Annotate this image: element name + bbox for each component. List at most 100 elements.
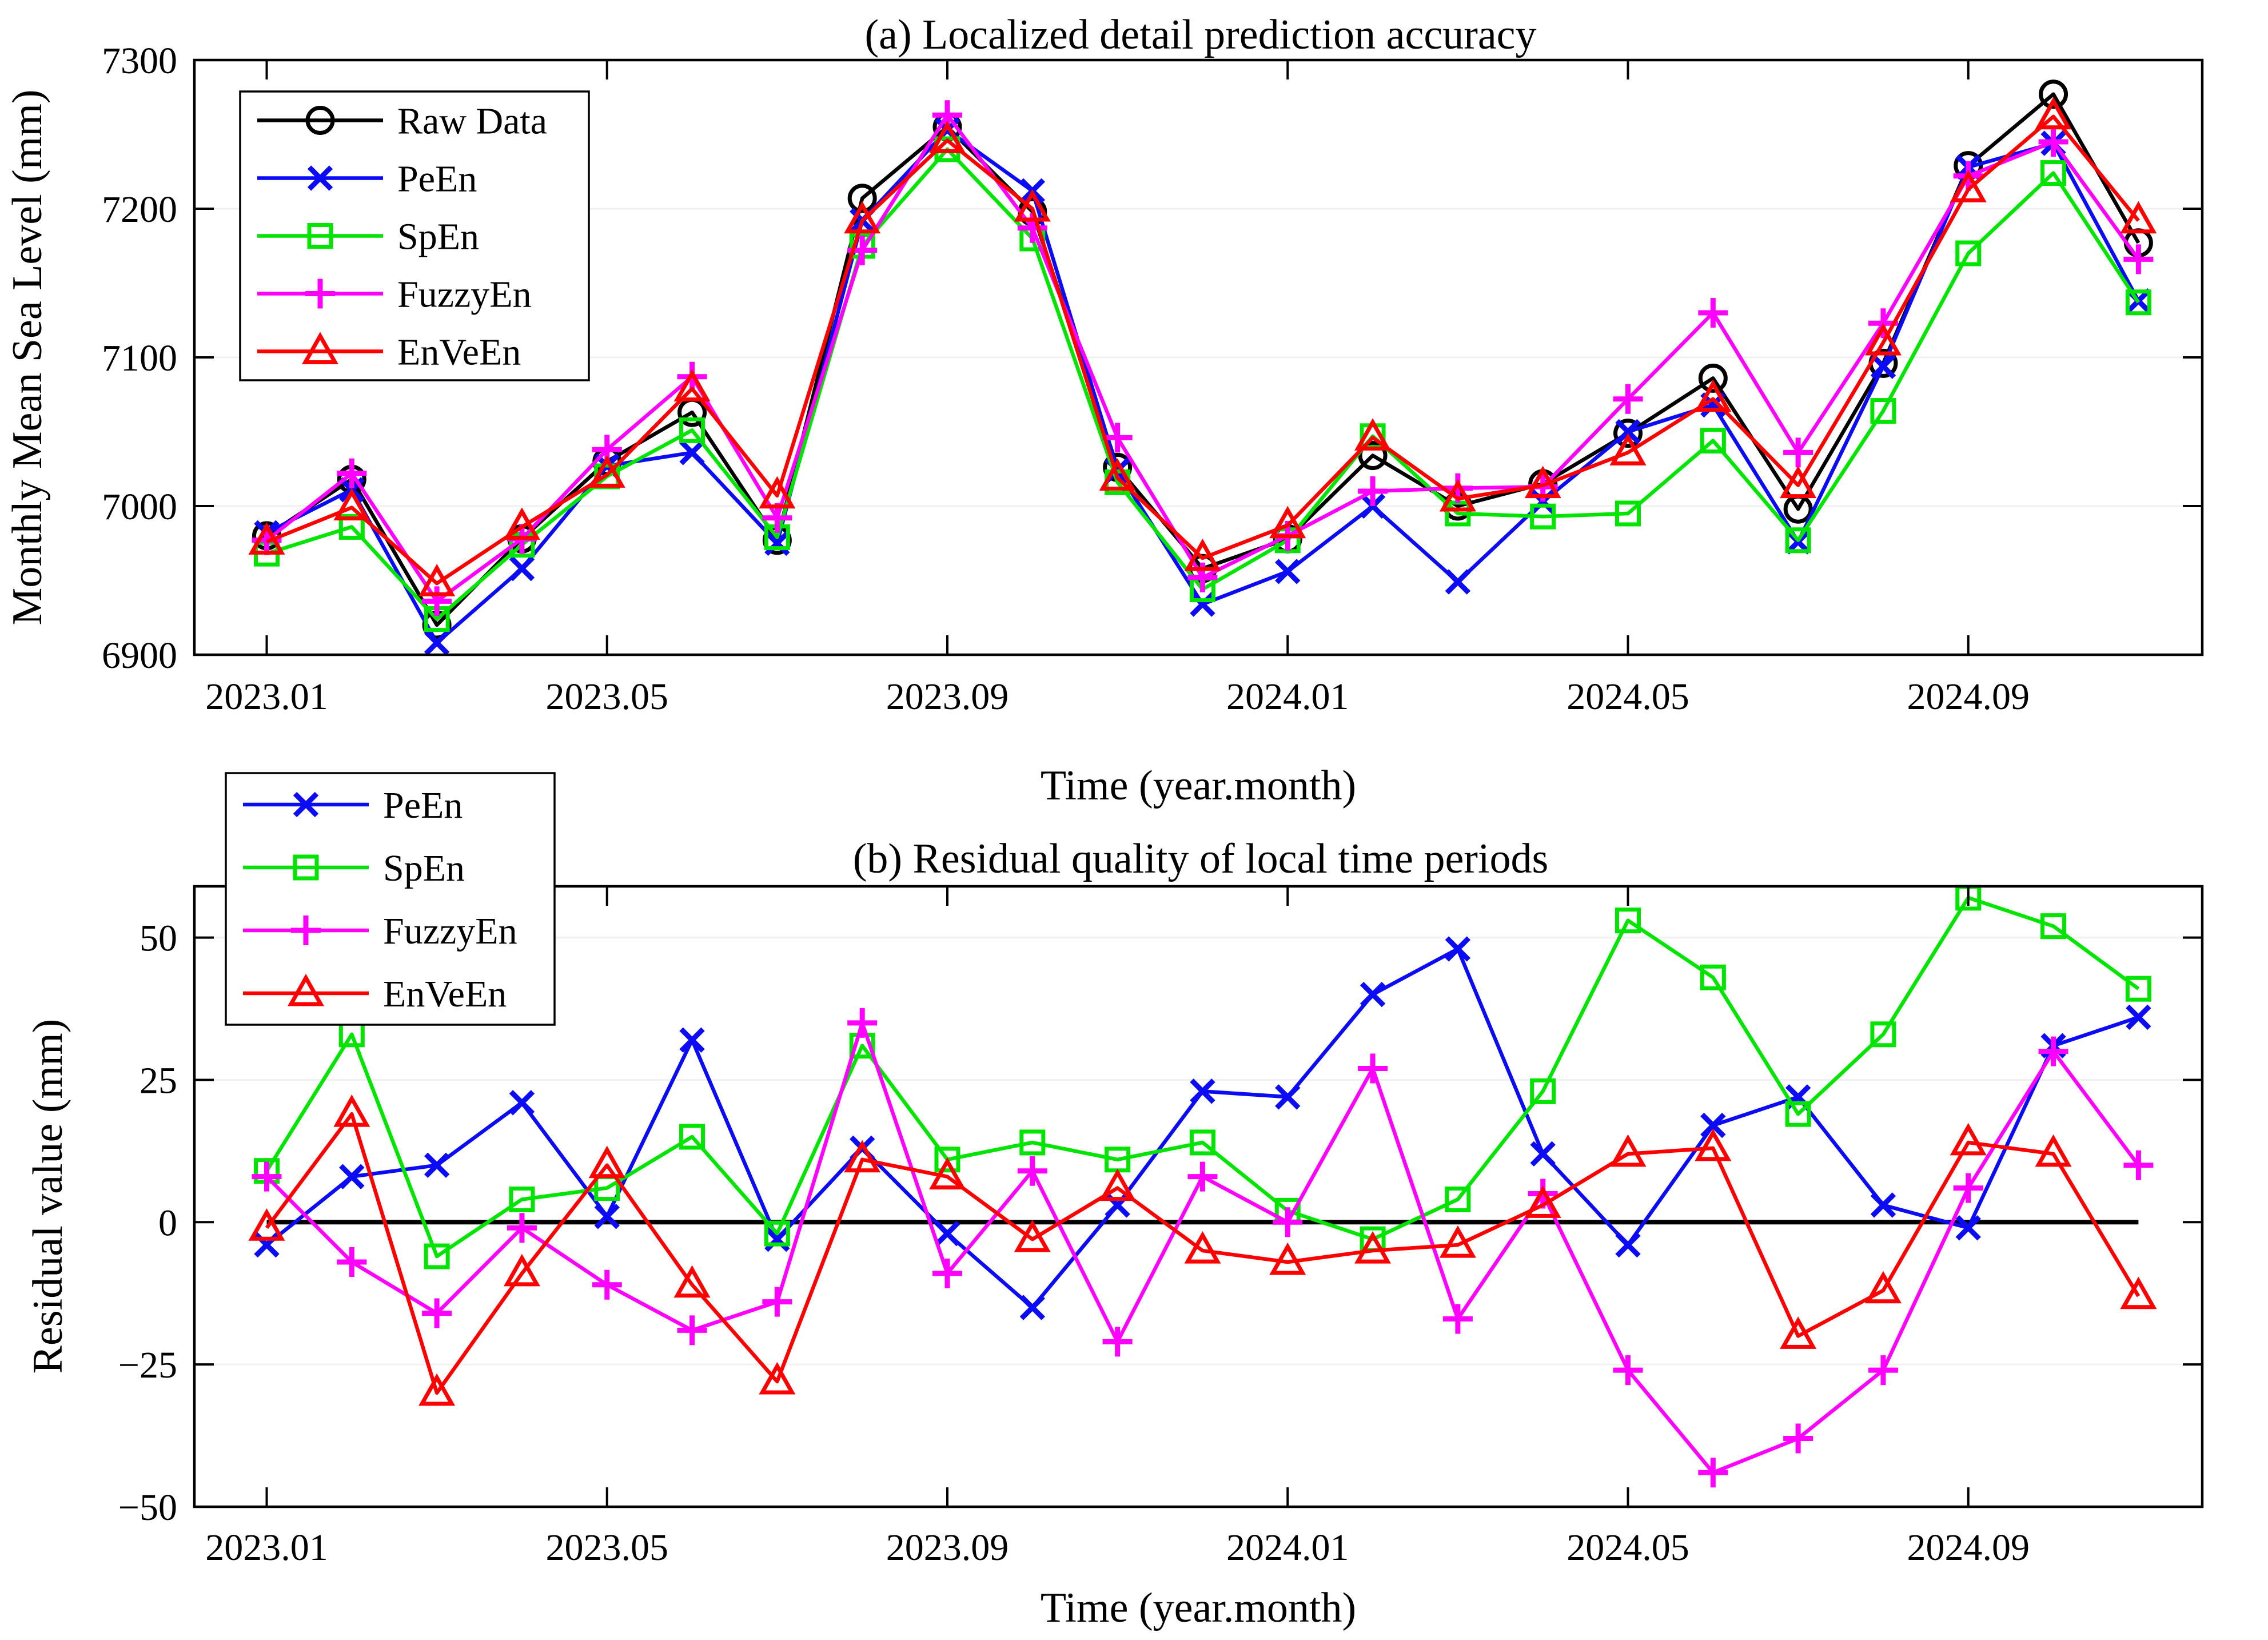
triangle-marker (844, 201, 881, 234)
square-marker (1700, 964, 1726, 990)
x-marker (679, 1027, 705, 1053)
plus-marker (1187, 1161, 1218, 1192)
plus-marker (2038, 127, 2068, 157)
square-marker (2125, 976, 2151, 1002)
x-marker (1190, 1078, 1215, 1104)
legend-item-label: PeEn (383, 785, 463, 826)
triangle-marker (929, 1157, 966, 1190)
triangle-marker (588, 1145, 625, 1179)
square-marker (1955, 240, 1982, 266)
legend-item-label: SpEn (383, 847, 465, 889)
x-marker (1275, 559, 1301, 584)
x-tick-label: 2024.09 (1907, 676, 2030, 718)
square-marker (1530, 1078, 1556, 1104)
legend-item-peen: PeEn (257, 158, 477, 200)
plus-marker (422, 586, 452, 616)
subplot-b-residuals: 2023.01 2023.05 2023.09 2024.01 2024.05 2024.… (118, 772, 2204, 1569)
plus-marker (337, 458, 367, 488)
legend-item-label: EnVeEn (383, 973, 507, 1015)
plus-marker (2038, 1036, 2068, 1066)
series-markers-enveen (248, 1094, 2157, 1406)
plus-marker (1358, 476, 1388, 506)
x-marker (1190, 591, 1215, 617)
circle-marker (1358, 441, 1388, 471)
triangle-marker (248, 1208, 285, 1241)
x-marker (424, 1152, 450, 1178)
series-line-spen (265, 895, 2140, 1259)
plus-marker (677, 1315, 707, 1346)
subplot-a-yaxis-label: Monthly Mean Sea Level (mm) (4, 89, 51, 625)
square-marker (424, 1243, 450, 1269)
plus-marker (592, 1269, 622, 1300)
y-tick-label: 7300 (102, 40, 177, 82)
plus-marker (1783, 1423, 1813, 1454)
triangle-marker (673, 1265, 711, 1298)
square-marker (509, 1186, 535, 1212)
y-tick-label: −50 (118, 1487, 177, 1528)
square-marker (764, 1220, 790, 1247)
circle-marker (2039, 79, 2068, 109)
legend-item-enveen: EnVeEn (257, 332, 521, 373)
square-marker (2040, 160, 2067, 186)
plus-marker (252, 1161, 282, 1192)
plus-marker (1868, 1355, 1898, 1386)
x-tick-label: 2023.09 (886, 676, 1009, 718)
square-icon (307, 223, 333, 249)
square-marker (2040, 913, 2067, 940)
triangle-marker (503, 1253, 540, 1287)
x-marker (424, 630, 450, 656)
triangle-marker (759, 476, 796, 509)
triangle-marker (2035, 1134, 2072, 1167)
plus-marker (1613, 1355, 1643, 1386)
legend-item-label: FuzzyEn (397, 274, 532, 316)
plus-marker (1102, 423, 1133, 453)
plus-marker (507, 1213, 537, 1243)
triangle-marker (673, 369, 711, 402)
legend-box (225, 772, 556, 1026)
triangle-marker (1780, 465, 1817, 499)
triangle-marker (1269, 1242, 1306, 1275)
y-axis: 6900 7000 7100 7200 7300 (102, 40, 2202, 676)
x-marker (679, 440, 705, 465)
triangle-marker (1950, 170, 1987, 202)
y-tick-label: 50 (139, 918, 177, 960)
x-icon (293, 791, 319, 818)
triangle-marker (1609, 433, 1647, 465)
square-marker (1870, 398, 1896, 424)
series-line-enveen (266, 114, 2140, 586)
square-marker (2125, 289, 2151, 316)
subplot-b-yaxis-label: Residual value (mm) (25, 1019, 71, 1374)
plus-marker (932, 1258, 962, 1288)
x-marker (1530, 1141, 1556, 1167)
plus-marker (1102, 1327, 1133, 1357)
square-marker (679, 1124, 705, 1150)
x-tick-label: 2023.09 (886, 1527, 1009, 1569)
triangle-marker (1864, 1271, 1902, 1304)
triangle-marker (1524, 465, 1561, 499)
x-marker (2126, 1004, 2151, 1030)
square-marker (679, 417, 705, 443)
square-marker (1870, 1021, 1896, 1048)
y-tick-label: 0 (158, 1202, 177, 1244)
triangle-marker (2120, 1276, 2157, 1309)
x-marker (1615, 419, 1641, 445)
legend-item-peen: PeEn (243, 785, 463, 826)
triangle-marker (1269, 505, 1306, 539)
series-enveen (248, 1094, 2157, 1406)
x-marker (764, 1226, 790, 1252)
x-marker (1615, 1232, 1641, 1258)
x-icon (307, 165, 333, 191)
plus-marker (1698, 298, 1728, 328)
triangle-marker (1609, 1134, 1647, 1167)
triangle-marker (929, 121, 966, 153)
x-marker (594, 1204, 620, 1229)
subplot-a-xaxis-label: Time (year.month) (1041, 762, 1356, 809)
triangle-marker (1780, 1316, 1817, 1349)
legend-item-label: EnVeEn (397, 332, 521, 373)
triangle-marker (1354, 418, 1392, 451)
legend-item-label: Raw Data (397, 101, 547, 142)
legend-item-label: PeEn (397, 158, 477, 200)
triangle-marker (248, 522, 285, 555)
square-icon (293, 854, 319, 881)
